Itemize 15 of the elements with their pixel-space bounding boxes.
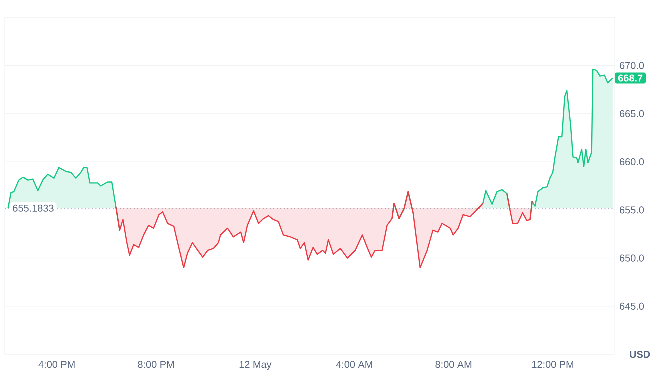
y-axis-title: USD [630,351,650,358]
y-tick-label: 670.0 [620,62,644,70]
x-tick-label: 4:00 AM [336,361,372,368]
y-tick-label: 665.0 [620,110,644,118]
y-tick-label: 655.0 [620,206,644,214]
y-tick-label: 645.0 [620,302,644,310]
annotation: 668.7 [618,74,643,82]
x-tick-label: 8:00 PM [138,361,174,368]
x-tick-label: 8:00 AM [436,361,472,368]
x-tick-label: 4:00 PM [38,361,75,368]
ref-line-label: 655.1833 [13,204,54,212]
x-tick-label: 12 May [240,361,272,370]
y-tick-label: 660.0 [620,158,644,166]
x-tick-label: 12:00 PM [532,361,574,368]
y-tick-label: 650.0 [620,254,644,262]
